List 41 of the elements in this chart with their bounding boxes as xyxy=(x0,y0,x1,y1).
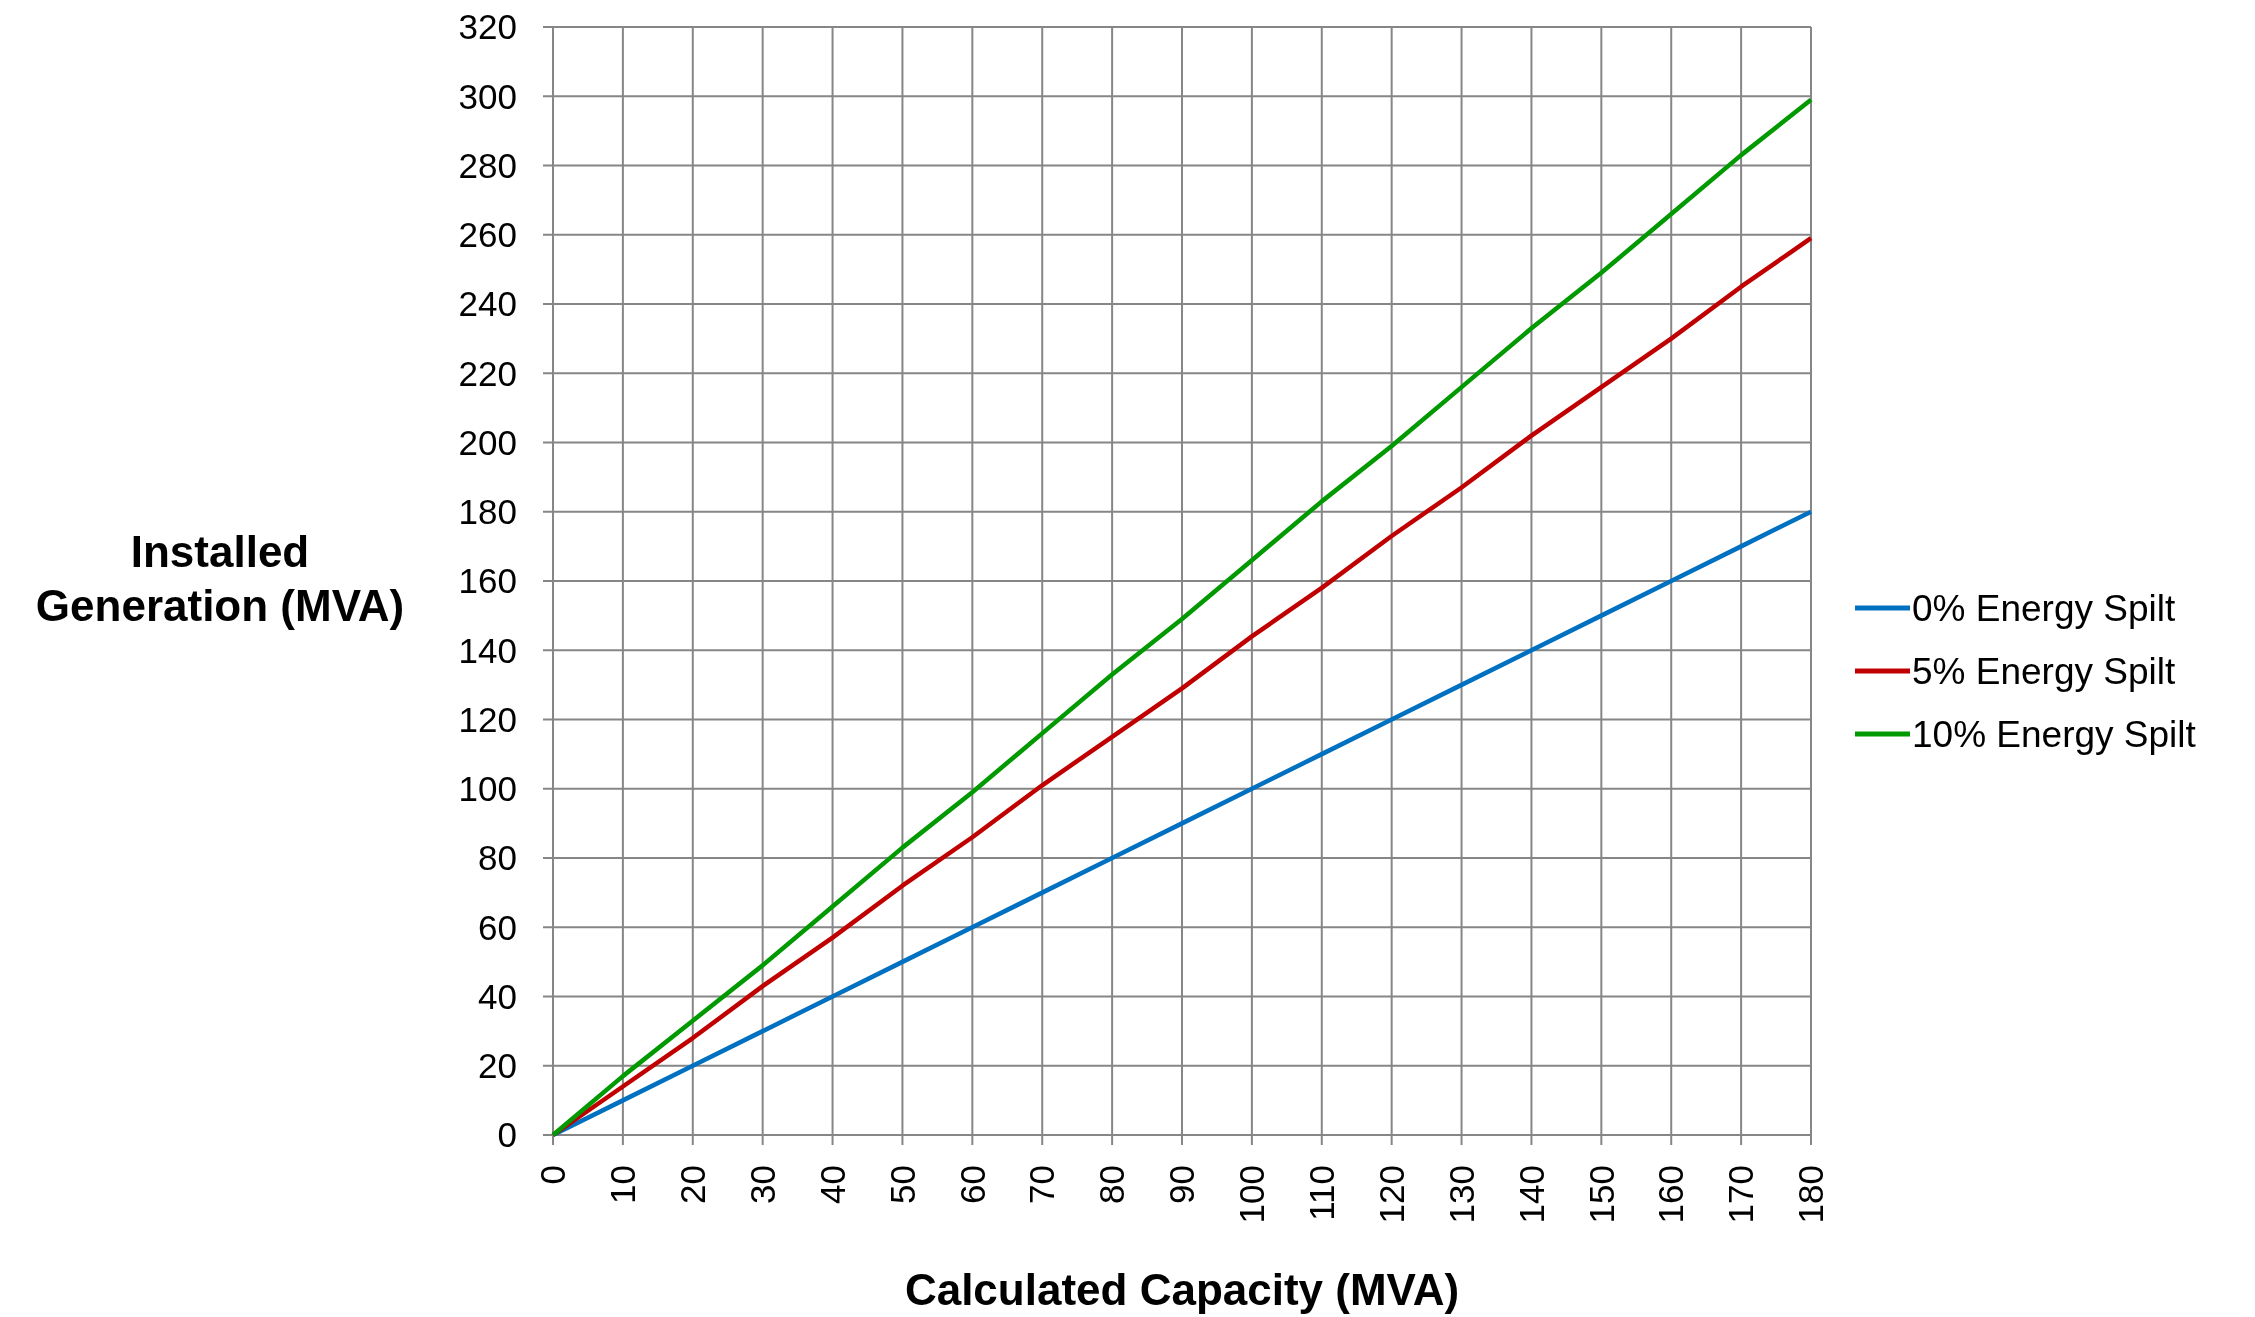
x-tick-label: 160 xyxy=(1651,1165,1691,1224)
x-tick-label: 150 xyxy=(1581,1165,1621,1224)
x-tick-label: 100 xyxy=(1232,1165,1272,1224)
x-tick-label: 180 xyxy=(1791,1165,1831,1224)
x-tick-label: 30 xyxy=(742,1165,782,1204)
x-tick-label: 110 xyxy=(1302,1165,1342,1221)
x-tick-label: 80 xyxy=(1092,1165,1132,1204)
x-axis-title: Calculated Capacity (MVA) xyxy=(904,1265,1460,1314)
legend-label: 0% Energy Spilt xyxy=(1912,587,2176,629)
y-tick-label: 100 xyxy=(458,769,517,808)
x-tick-label: 90 xyxy=(1162,1165,1202,1204)
y-tick-label: 40 xyxy=(478,976,517,1016)
x-tick-label: 20 xyxy=(673,1165,713,1204)
x-tick-label: 130 xyxy=(1441,1165,1481,1224)
x-tick-label: 10 xyxy=(603,1165,643,1204)
y-axis-title: Installed Generation (MVA) xyxy=(35,527,405,630)
x-tick-label: 70 xyxy=(1022,1165,1062,1204)
x-tick-label: 170 xyxy=(1721,1165,1761,1224)
y-tick-label: 240 xyxy=(458,284,517,324)
legend-label: 5% Energy Spilt xyxy=(1912,650,2176,692)
y-tick-label: 80 xyxy=(478,838,517,878)
legend-label: 10% Energy Spilt xyxy=(1912,713,2197,755)
x-tick-label: 50 xyxy=(882,1165,922,1204)
y-tick-label: 280 xyxy=(458,145,517,185)
x-tick-label: 0 xyxy=(533,1165,573,1185)
y-tick-label: 200 xyxy=(458,422,517,462)
y-tick-label: 20 xyxy=(478,1046,517,1085)
y-tick-label: 260 xyxy=(458,215,517,254)
y-tick-label: 320 xyxy=(458,7,517,47)
x-tick-label: 120 xyxy=(1371,1165,1411,1224)
y-tick-label: 160 xyxy=(458,561,517,601)
y-tick-label: 180 xyxy=(458,492,517,531)
x-tick-label: 140 xyxy=(1511,1165,1551,1224)
y-tick-label: 140 xyxy=(458,630,517,670)
y-tick-label: 120 xyxy=(458,699,517,739)
y-tick-label: 220 xyxy=(458,353,517,393)
x-tick-label: 60 xyxy=(952,1165,992,1204)
y-tick-label: 0 xyxy=(497,1115,517,1155)
y-tick-label: 300 xyxy=(458,76,517,116)
y-tick-label: 60 xyxy=(478,907,517,947)
x-tick-label: 40 xyxy=(812,1165,852,1204)
